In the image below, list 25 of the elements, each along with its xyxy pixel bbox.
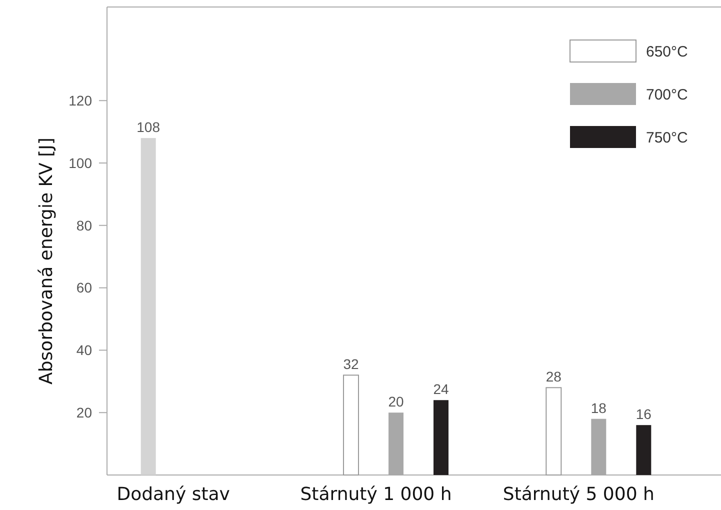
data-label: 28 <box>546 368 562 385</box>
y-tick-label: 80 <box>76 217 92 234</box>
x-tick-label: Stárnutý 5 000 h <box>502 484 654 505</box>
y-tick-label: 40 <box>76 342 92 358</box>
bar <box>546 387 562 476</box>
legend-label: 700°C <box>646 86 688 104</box>
data-label: 18 <box>590 400 607 416</box>
bar <box>434 400 448 475</box>
y-tick-label: 20 <box>76 404 92 420</box>
x-tick-label: Dodaný stav <box>116 484 230 505</box>
data-label: 108 <box>136 119 160 136</box>
y-tick-label: 120 <box>68 92 92 108</box>
bar <box>140 138 156 475</box>
data-label: 20 <box>388 394 404 410</box>
bar <box>343 374 359 476</box>
legend-label: 650°C <box>646 43 688 60</box>
data-label: 16 <box>636 406 652 422</box>
y-tick-label: 100 <box>68 154 92 171</box>
y-tick-label: 60 <box>76 280 92 296</box>
data-label: 24 <box>433 381 449 398</box>
y-axis-title: Absorbovaná energie KV [J] <box>36 138 57 384</box>
x-tick-label: Stárnutý 1 000 h <box>300 484 452 505</box>
legend-label: 750°C <box>646 129 688 146</box>
bar <box>636 425 652 475</box>
data-label: 32 <box>343 356 359 372</box>
